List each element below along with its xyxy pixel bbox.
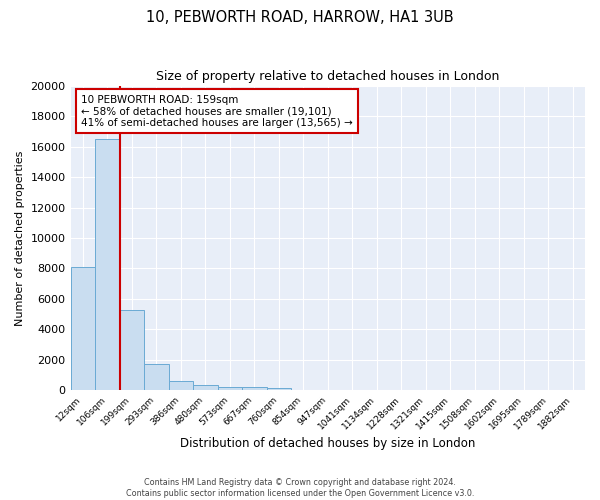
Text: 10 PEBWORTH ROAD: 159sqm
← 58% of detached houses are smaller (19,101)
41% of se: 10 PEBWORTH ROAD: 159sqm ← 58% of detach… bbox=[81, 94, 353, 128]
X-axis label: Distribution of detached houses by size in London: Distribution of detached houses by size … bbox=[180, 437, 475, 450]
Bar bbox=[119, 310, 144, 390]
Title: Size of property relative to detached houses in London: Size of property relative to detached ho… bbox=[156, 70, 499, 83]
Bar bbox=[95, 139, 119, 390]
Bar bbox=[242, 388, 266, 390]
Text: Contains HM Land Registry data © Crown copyright and database right 2024.
Contai: Contains HM Land Registry data © Crown c… bbox=[126, 478, 474, 498]
Text: 10, PEBWORTH ROAD, HARROW, HA1 3UB: 10, PEBWORTH ROAD, HARROW, HA1 3UB bbox=[146, 10, 454, 25]
Bar bbox=[71, 267, 95, 390]
Bar bbox=[266, 388, 291, 390]
Bar bbox=[193, 385, 218, 390]
Bar bbox=[169, 380, 193, 390]
Bar bbox=[144, 364, 169, 390]
Y-axis label: Number of detached properties: Number of detached properties bbox=[15, 150, 25, 326]
Bar bbox=[218, 386, 242, 390]
